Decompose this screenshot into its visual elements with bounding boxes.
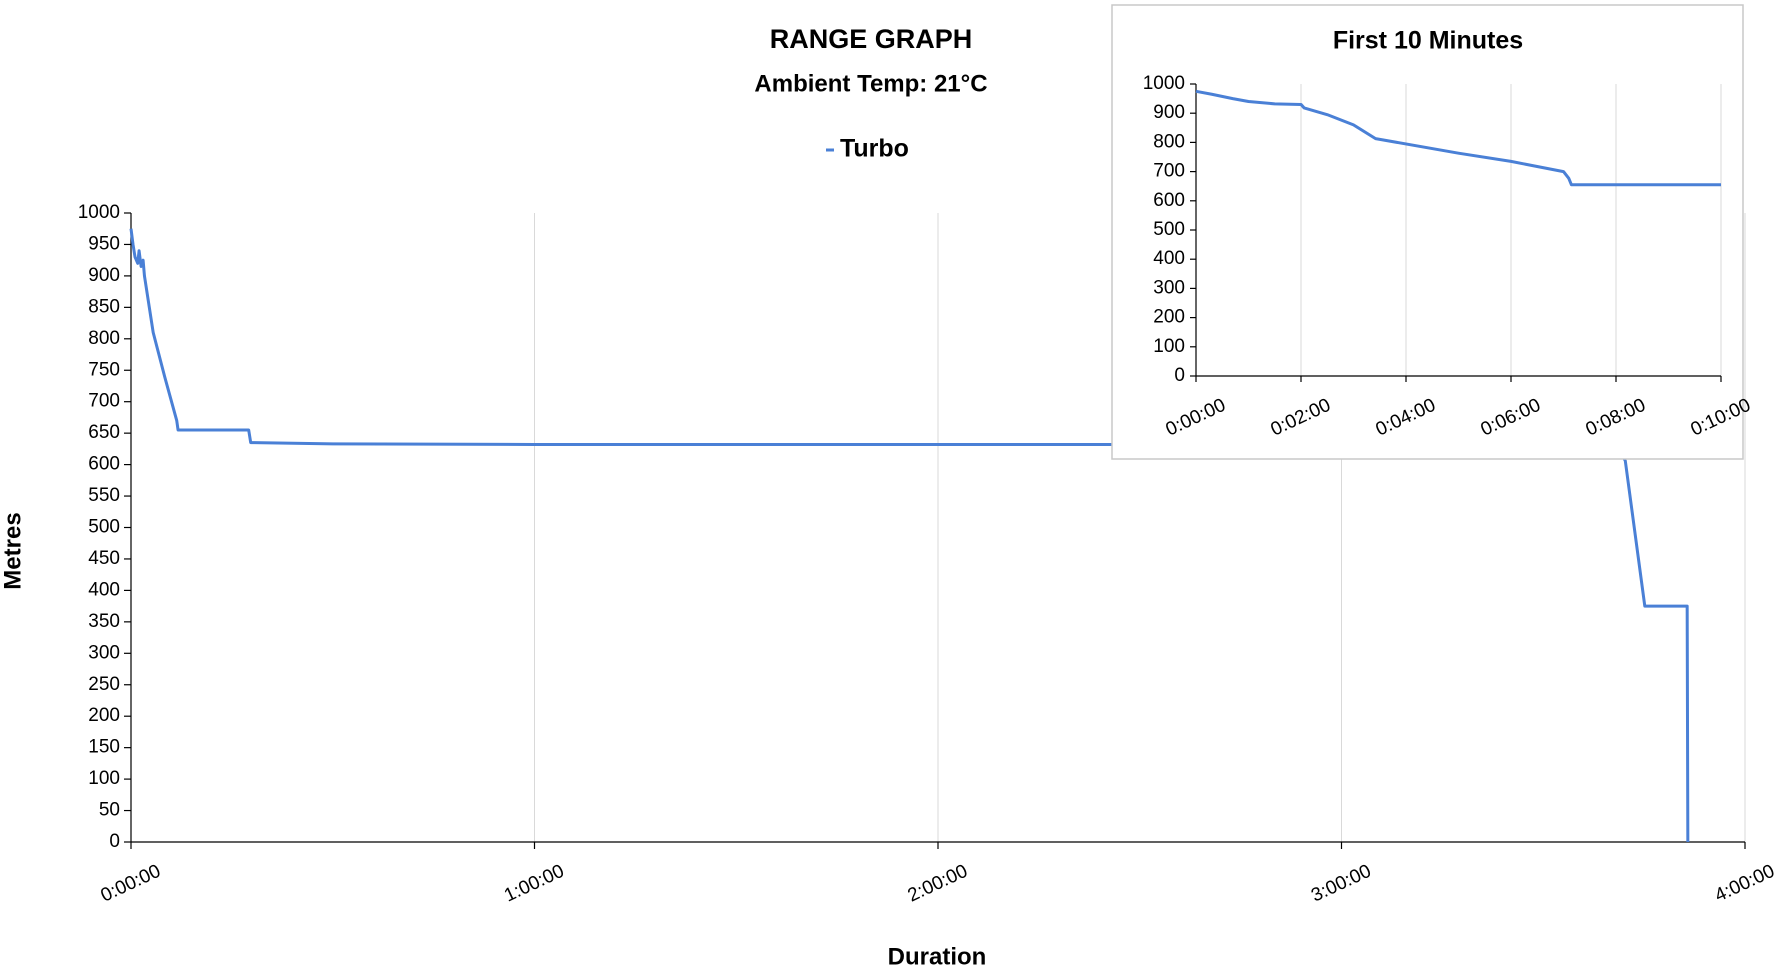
y-tick-label: 800 xyxy=(88,328,120,349)
y-tick-label: 100 xyxy=(1153,336,1185,357)
y-tick-label: 900 xyxy=(1153,102,1185,123)
legend-label: Turbo xyxy=(840,135,909,163)
chart-title: First 10 Minutes xyxy=(1333,27,1523,55)
y-tick-label: 1000 xyxy=(78,202,120,223)
y-tick-label: 100 xyxy=(88,768,120,789)
y-tick-label: 250 xyxy=(88,674,120,695)
x-tick-label: 0:00:00 xyxy=(98,861,164,907)
y-tick-label: 150 xyxy=(88,737,120,758)
y-axis-title: Metres xyxy=(0,512,26,589)
x-tick-label: 1:00:00 xyxy=(501,861,567,907)
y-tick-label: 950 xyxy=(88,233,120,254)
y-tick-label: 600 xyxy=(88,454,120,475)
data-line xyxy=(1195,89,1721,187)
chart-subtitle: Ambient Temp: 21°C xyxy=(754,70,987,97)
x-tick-label: 2:00:00 xyxy=(905,861,971,907)
y-tick-label: 800 xyxy=(1153,131,1185,152)
y-tick-label: 400 xyxy=(1153,248,1185,269)
y-tick-label: 50 xyxy=(99,800,120,821)
y-tick-label: 0 xyxy=(1174,365,1185,386)
y-tick-label: 900 xyxy=(88,265,120,286)
y-tick-label: 600 xyxy=(1153,190,1185,211)
y-tick-label: 200 xyxy=(88,705,120,726)
y-tick-label: 0 xyxy=(109,831,120,852)
x-tick-label: 4:00:00 xyxy=(1712,861,1778,907)
inset-frame xyxy=(1111,4,1744,460)
y-tick-label: 300 xyxy=(88,642,120,663)
y-tick-label: 400 xyxy=(88,579,120,600)
y-tick-label: 550 xyxy=(88,485,120,506)
x-axis-title: Duration xyxy=(888,943,987,970)
y-tick-label: 300 xyxy=(1153,277,1185,298)
y-tick-label: 500 xyxy=(88,517,120,538)
y-tick-label: 700 xyxy=(88,391,120,412)
y-tick-label: 450 xyxy=(88,548,120,569)
y-tick-label: 1000 xyxy=(1143,73,1185,94)
y-tick-label: 650 xyxy=(88,422,120,443)
y-tick-label: 350 xyxy=(88,611,120,632)
y-tick-label: 200 xyxy=(1153,307,1185,328)
x-tick-label: 3:00:00 xyxy=(1308,861,1374,907)
y-tick-label: 850 xyxy=(88,296,120,317)
y-tick-label: 500 xyxy=(1153,219,1185,240)
chart-title: RANGE GRAPH xyxy=(770,24,973,54)
y-tick-label: 700 xyxy=(1153,161,1185,182)
y-tick-label: 750 xyxy=(88,359,120,380)
